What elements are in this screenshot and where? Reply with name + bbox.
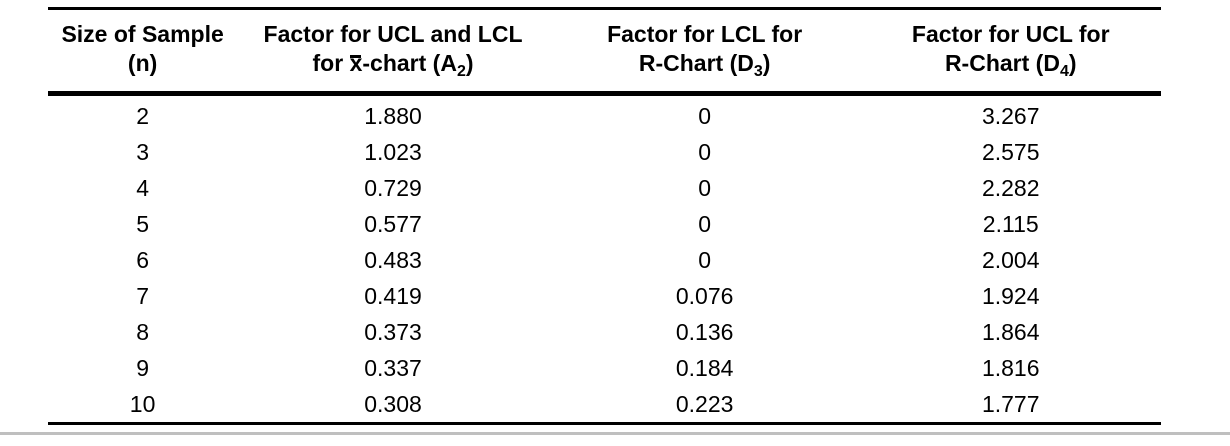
cell-d3: 0.136: [675, 318, 734, 345]
cell-d3: 0: [698, 210, 712, 237]
cell-d3: 0.076: [675, 282, 734, 309]
subscript-digit: 2: [456, 63, 466, 80]
cell-n: 5: [136, 210, 149, 237]
cell-d3: 0: [698, 102, 712, 129]
cell-a2: 0.308: [364, 390, 422, 417]
cell-a2: 1.880: [364, 102, 422, 129]
cell-a2: 0.729: [364, 174, 422, 201]
column-header-d4: Factor for UCL for R-Chart (D4): [860, 8, 1161, 96]
header-line1: Factor for LCL for: [607, 21, 803, 47]
header-line1: Factor for UCL and LCL: [263, 21, 523, 47]
header-text: R-Chart (D: [638, 50, 754, 76]
cell-d4: 2.575: [981, 138, 1040, 165]
cell-d4: 1.864: [981, 318, 1040, 345]
cell-d4: 3.267: [981, 102, 1040, 129]
header-text: ): [465, 50, 474, 76]
table-body: 2 1.880 0 3.267 3 1.023 0 2.575 4 0.729 0 2.282 5 0.5…: [48, 94, 1161, 424]
cell-n: 7: [136, 282, 149, 309]
table-row: 6 0.483 0 2.004: [48, 242, 1161, 278]
header-line2: (n): [48, 49, 237, 78]
cell-d4: 2.282: [981, 174, 1040, 201]
header-text: for: [312, 50, 350, 76]
table-header-row: Size of Sample (n) Factor for UCL and LCL f…: [48, 8, 1161, 96]
subscript-digit: 4: [1059, 63, 1069, 80]
cell-d3: 0: [698, 246, 712, 273]
subscript-digit: 3: [753, 63, 763, 80]
header-text: ): [762, 50, 771, 76]
header-text: ): [1068, 50, 1077, 76]
table-row: 8 0.373 0.136 1.864: [48, 314, 1161, 350]
cell-n: 3: [136, 138, 149, 165]
cell-n: 10: [129, 390, 156, 417]
table-row: 4 0.729 0 2.282: [48, 170, 1161, 206]
table-row: 9 0.337 0.184 1.816: [48, 350, 1161, 386]
control-chart-factors-table: Size of Sample (n) Factor for UCL and LCL f…: [48, 7, 1161, 425]
cell-d4: 1.816: [981, 354, 1040, 381]
cell-d4: 1.924: [981, 282, 1040, 309]
table-header: Size of Sample (n) Factor for UCL and LCL f…: [48, 8, 1161, 96]
table-row: 7 0.419 0.076 1.924: [48, 278, 1161, 314]
cell-n: 8: [136, 318, 149, 345]
table-row: 3 1.023 0 2.575: [48, 134, 1161, 170]
cell-d3: 0.223: [675, 390, 734, 417]
column-header-d3: Factor for LCL for R-Chart (D3): [548, 8, 861, 96]
cell-n: 6: [136, 246, 149, 273]
header-text: (n): [127, 50, 158, 76]
cell-a2: 1.023: [364, 138, 422, 165]
header-line2: R-Chart (D4): [860, 49, 1161, 81]
header-line1: Size of Sample: [61, 21, 224, 47]
cell-d4: 2.004: [981, 246, 1040, 273]
cell-a2: 0.483: [364, 246, 422, 273]
header-line1: Factor for UCL for: [911, 21, 1110, 47]
header-line2: R-Chart (D3): [549, 49, 861, 81]
cell-d4: 1.777: [981, 390, 1040, 417]
cell-n: 2: [136, 102, 149, 129]
cell-d3: 0.184: [675, 354, 734, 381]
x-bar-symbol: x: [349, 50, 363, 76]
header-line2: for x-chart (A2): [237, 49, 549, 81]
factors-table: Size of Sample (n) Factor for UCL and LCL f…: [48, 7, 1161, 425]
cell-n: 4: [136, 174, 149, 201]
cell-d4: 2.115: [982, 210, 1039, 237]
table-row: 10 0.308 0.223 1.777: [48, 386, 1161, 424]
cell-a2: 0.337: [364, 354, 422, 381]
header-text: -chart (A: [362, 50, 457, 76]
header-text: R-Chart (D: [944, 50, 1060, 76]
cell-a2: 0.373: [364, 318, 422, 345]
bottom-divider: [0, 432, 1230, 435]
cell-d3: 0: [698, 174, 712, 201]
cell-a2: 0.419: [364, 282, 422, 309]
column-header-n: Size of Sample (n): [48, 8, 238, 96]
cell-d3: 0: [698, 138, 712, 165]
cell-n: 9: [136, 354, 149, 381]
column-header-a2: Factor for UCL and LCL for x-chart (A2): [237, 8, 549, 96]
table-row: 2 1.880 0 3.267: [48, 98, 1161, 134]
table-row: 5 0.577 0 2.115: [48, 206, 1161, 242]
cell-a2: 0.577: [364, 210, 422, 237]
